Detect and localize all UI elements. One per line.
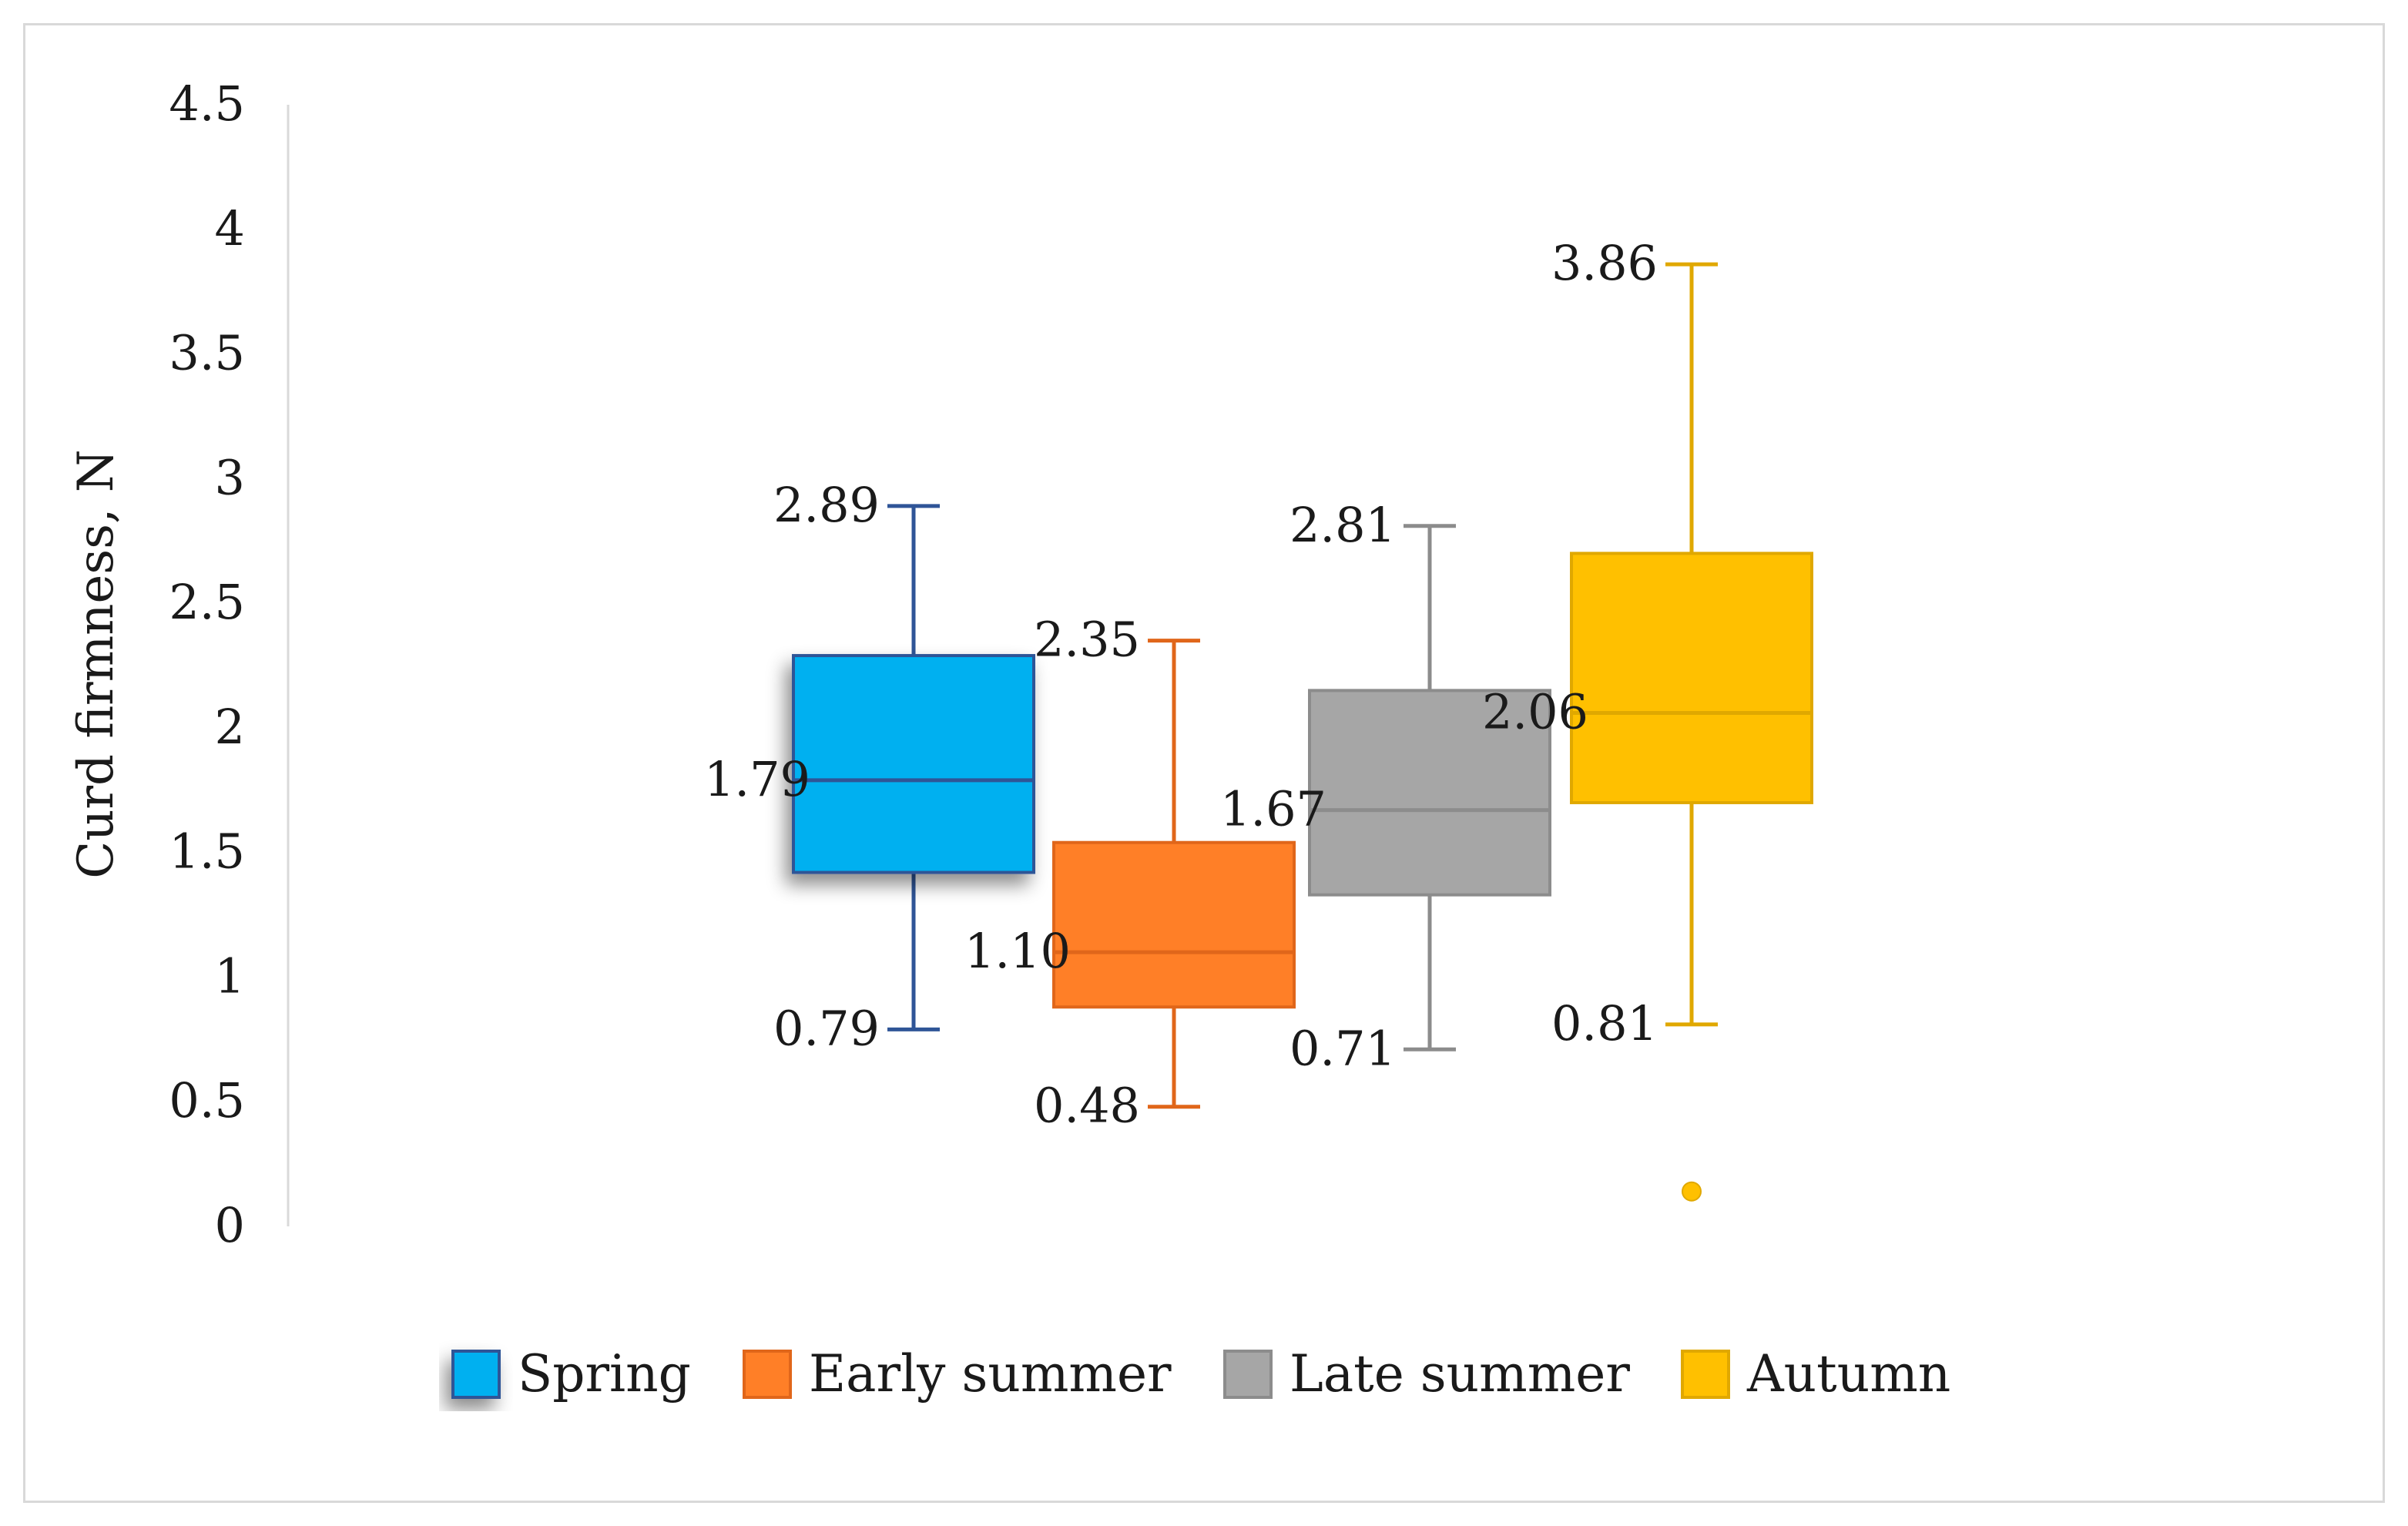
y-tick-label: 1 (215, 947, 245, 1004)
y-tick-label: 2.5 (169, 574, 245, 630)
box-group: 2.81 0.71 1.67 (1220, 497, 1551, 1076)
legend-label: Early summer (809, 1344, 1172, 1404)
median-label: 2.06 (1482, 683, 1588, 740)
y-tick-label: 3 (215, 449, 245, 505)
max-label: 2.81 (1290, 497, 1396, 553)
min-label: 0.71 (1290, 1020, 1396, 1076)
legend-swatch (1223, 1350, 1273, 1399)
box-group: 2.89 0.79 1.79 (704, 477, 1035, 1056)
chart-frame (23, 23, 2385, 1503)
median-label: 1.10 (964, 923, 1071, 979)
outlier-point (1682, 1181, 1702, 1202)
boxes: 2.89 0.79 1.79 2.35 0.48 1.10 2.81 0.71 1.67 3.86… (704, 235, 1813, 1202)
y-tick-label: 1.5 (169, 823, 245, 880)
legend-item: Spring (451, 1344, 691, 1404)
max-label: 2.35 (1034, 612, 1140, 668)
max-label: 2.89 (773, 477, 880, 533)
min-label: 0.48 (1034, 1078, 1140, 1134)
iqr-box (1308, 689, 1551, 897)
legend-item: Autumn (1681, 1344, 1950, 1404)
legend-swatch (451, 1350, 501, 1399)
legend-item: Late summer (1223, 1344, 1630, 1404)
y-tick-label: 4.5 (169, 75, 245, 132)
box-group: 3.86 0.81 2.06 (1482, 235, 1813, 1202)
min-label: 0.81 (1551, 995, 1658, 1051)
y-tick-label: 2 (215, 699, 245, 755)
median-label: 1.79 (704, 751, 810, 807)
legend-label: Spring (518, 1344, 691, 1404)
legend-swatch (743, 1350, 792, 1399)
y-tick-label: 0 (215, 1197, 245, 1253)
box-group: 2.35 0.48 1.10 (964, 612, 1296, 1134)
y-axis: 0 0.5 1 1.5 2 2.5 3 3.5 4 4.5 (169, 75, 290, 1253)
legend-swatch (1681, 1350, 1730, 1399)
max-label: 3.86 (1551, 235, 1658, 291)
y-tick-label: 0.5 (169, 1072, 245, 1129)
legend-item: Early summer (743, 1344, 1172, 1404)
min-label: 0.79 (773, 1000, 880, 1056)
y-tick-label: 3.5 (169, 325, 245, 381)
iqr-box (1052, 840, 1296, 1009)
legend-label: Autumn (1746, 1344, 1950, 1404)
y-axis-title: Curd firmness, N (68, 449, 125, 879)
legend: Spring Early summer Late summer Autumn (451, 1344, 1950, 1404)
y-tick-label: 4 (215, 200, 245, 257)
iqr-box (1570, 552, 1813, 804)
iqr-box (792, 654, 1035, 874)
median-label: 1.67 (1220, 781, 1326, 837)
legend-label: Late summer (1290, 1344, 1630, 1404)
